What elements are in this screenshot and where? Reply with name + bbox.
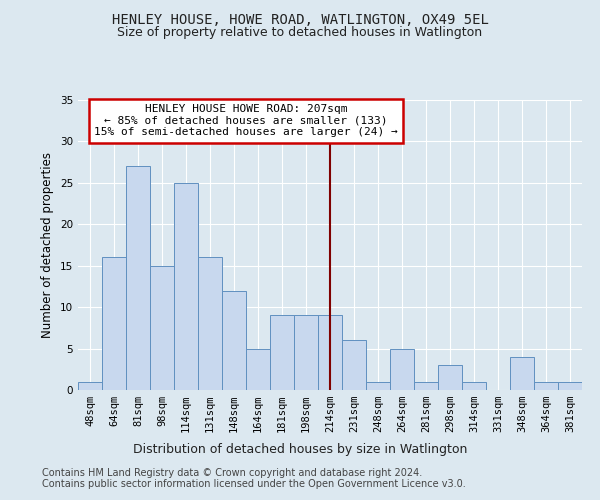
Text: HENLEY HOUSE HOWE ROAD: 207sqm
← 85% of detached houses are smaller (133)
15% of: HENLEY HOUSE HOWE ROAD: 207sqm ← 85% of … (94, 104, 398, 138)
Y-axis label: Number of detached properties: Number of detached properties (41, 152, 55, 338)
Bar (198, 258, 222, 390)
Bar (462, 382, 486, 390)
Bar (174, 183, 198, 390)
Text: Size of property relative to detached houses in Watlington: Size of property relative to detached ho… (118, 26, 482, 39)
Bar (342, 340, 366, 390)
Bar (102, 258, 126, 390)
Text: Contains HM Land Registry data © Crown copyright and database right 2024.: Contains HM Land Registry data © Crown c… (42, 468, 422, 477)
Bar (414, 382, 438, 390)
Bar (558, 382, 582, 390)
Bar (390, 348, 414, 390)
Bar (366, 382, 390, 390)
Bar (78, 382, 102, 390)
Bar (150, 266, 174, 390)
Bar (222, 290, 246, 390)
Bar (318, 316, 342, 390)
Bar (270, 316, 294, 390)
Bar (438, 365, 462, 390)
Bar (510, 357, 534, 390)
Bar (126, 166, 150, 390)
Bar (294, 316, 318, 390)
Text: Contains public sector information licensed under the Open Government Licence v3: Contains public sector information licen… (42, 479, 466, 489)
Text: Distribution of detached houses by size in Watlington: Distribution of detached houses by size … (133, 442, 467, 456)
Text: HENLEY HOUSE, HOWE ROAD, WATLINGTON, OX49 5EL: HENLEY HOUSE, HOWE ROAD, WATLINGTON, OX4… (112, 12, 488, 26)
Bar (246, 348, 270, 390)
Bar (534, 382, 558, 390)
